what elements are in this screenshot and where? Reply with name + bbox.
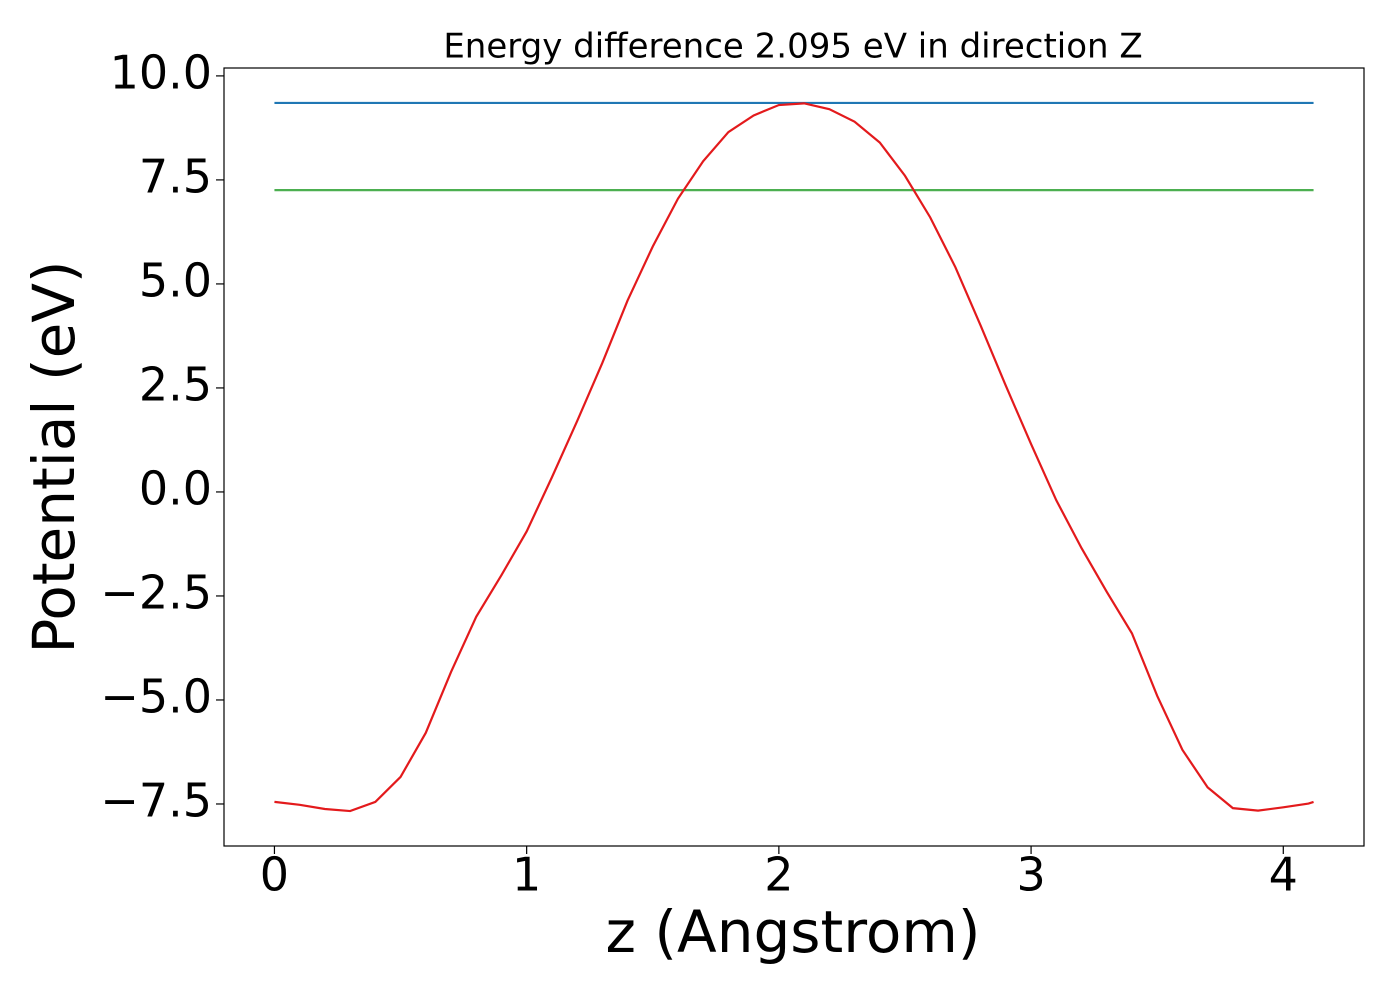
y-axis-label: Potential (eV) <box>20 260 88 653</box>
y-tick-label: 5.0 <box>139 253 212 307</box>
x-tick-label: 3 <box>1016 848 1045 902</box>
x-tick-label: 4 <box>1269 848 1298 902</box>
plot-frame <box>223 67 1365 847</box>
y-tick-label: −5.0 <box>100 669 212 723</box>
x-tick-label: 0 <box>260 848 289 902</box>
x-tick-label: 1 <box>512 848 541 902</box>
y-tick-label: 2.5 <box>139 357 212 411</box>
y-tick-label: 10.0 <box>110 45 212 99</box>
chart-title: Energy difference 2.095 eV in direction … <box>443 27 1142 67</box>
y-tick-label: 0.0 <box>139 461 212 515</box>
series-line <box>274 102 1314 813</box>
x-tick-label: 2 <box>764 848 793 902</box>
y-tick-label: −2.5 <box>100 565 212 619</box>
y-tick-label: 7.5 <box>139 149 212 203</box>
y-tick-label: −7.5 <box>100 773 212 827</box>
x-axis-label: z (Angstrom) <box>606 898 981 966</box>
